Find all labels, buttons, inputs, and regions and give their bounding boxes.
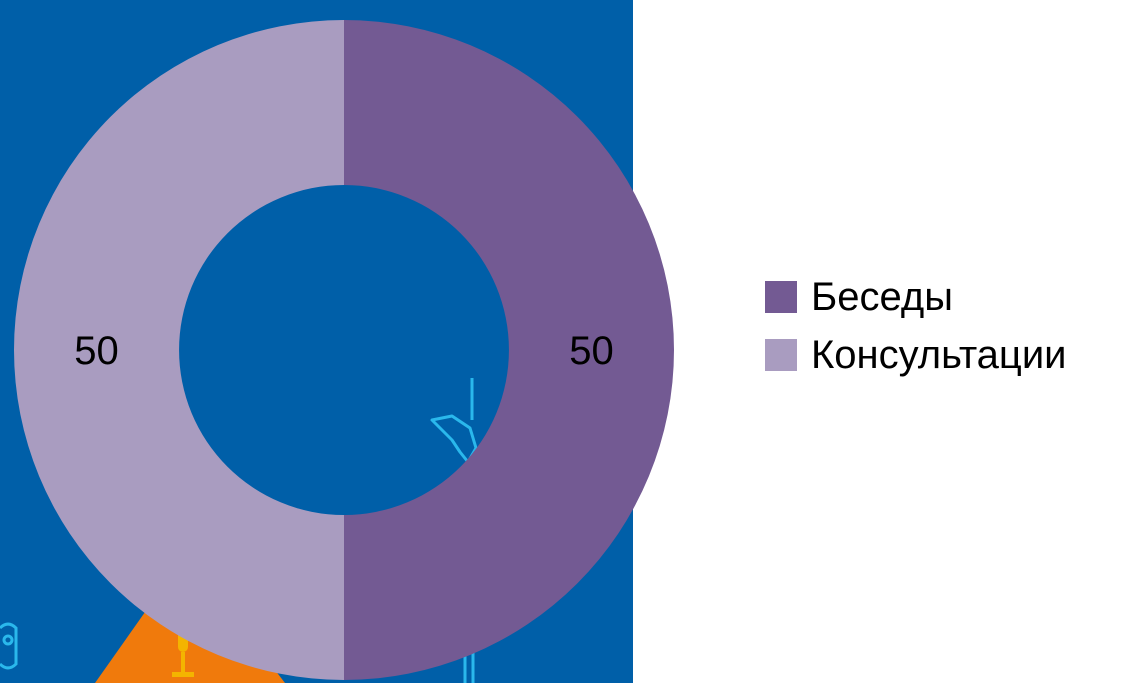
data-label-2: 50 <box>74 329 119 373</box>
donut-slice-1 <box>344 20 674 680</box>
legend-item-1: Беседы <box>765 268 1067 326</box>
legend-label: Консультации <box>811 332 1067 377</box>
donut-slice-2 <box>14 20 344 680</box>
chart-legend: Беседы Консультации <box>765 268 1067 384</box>
legend-label: Беседы <box>811 274 953 319</box>
donut-data-labels: 50 50 <box>74 329 614 373</box>
legend-swatch <box>765 339 797 371</box>
data-label-1: 50 <box>569 329 614 373</box>
legend-item-2: Консультации <box>765 326 1067 384</box>
legend-swatch <box>765 281 797 313</box>
donut-slices <box>14 20 674 680</box>
owl-icon <box>0 622 18 670</box>
